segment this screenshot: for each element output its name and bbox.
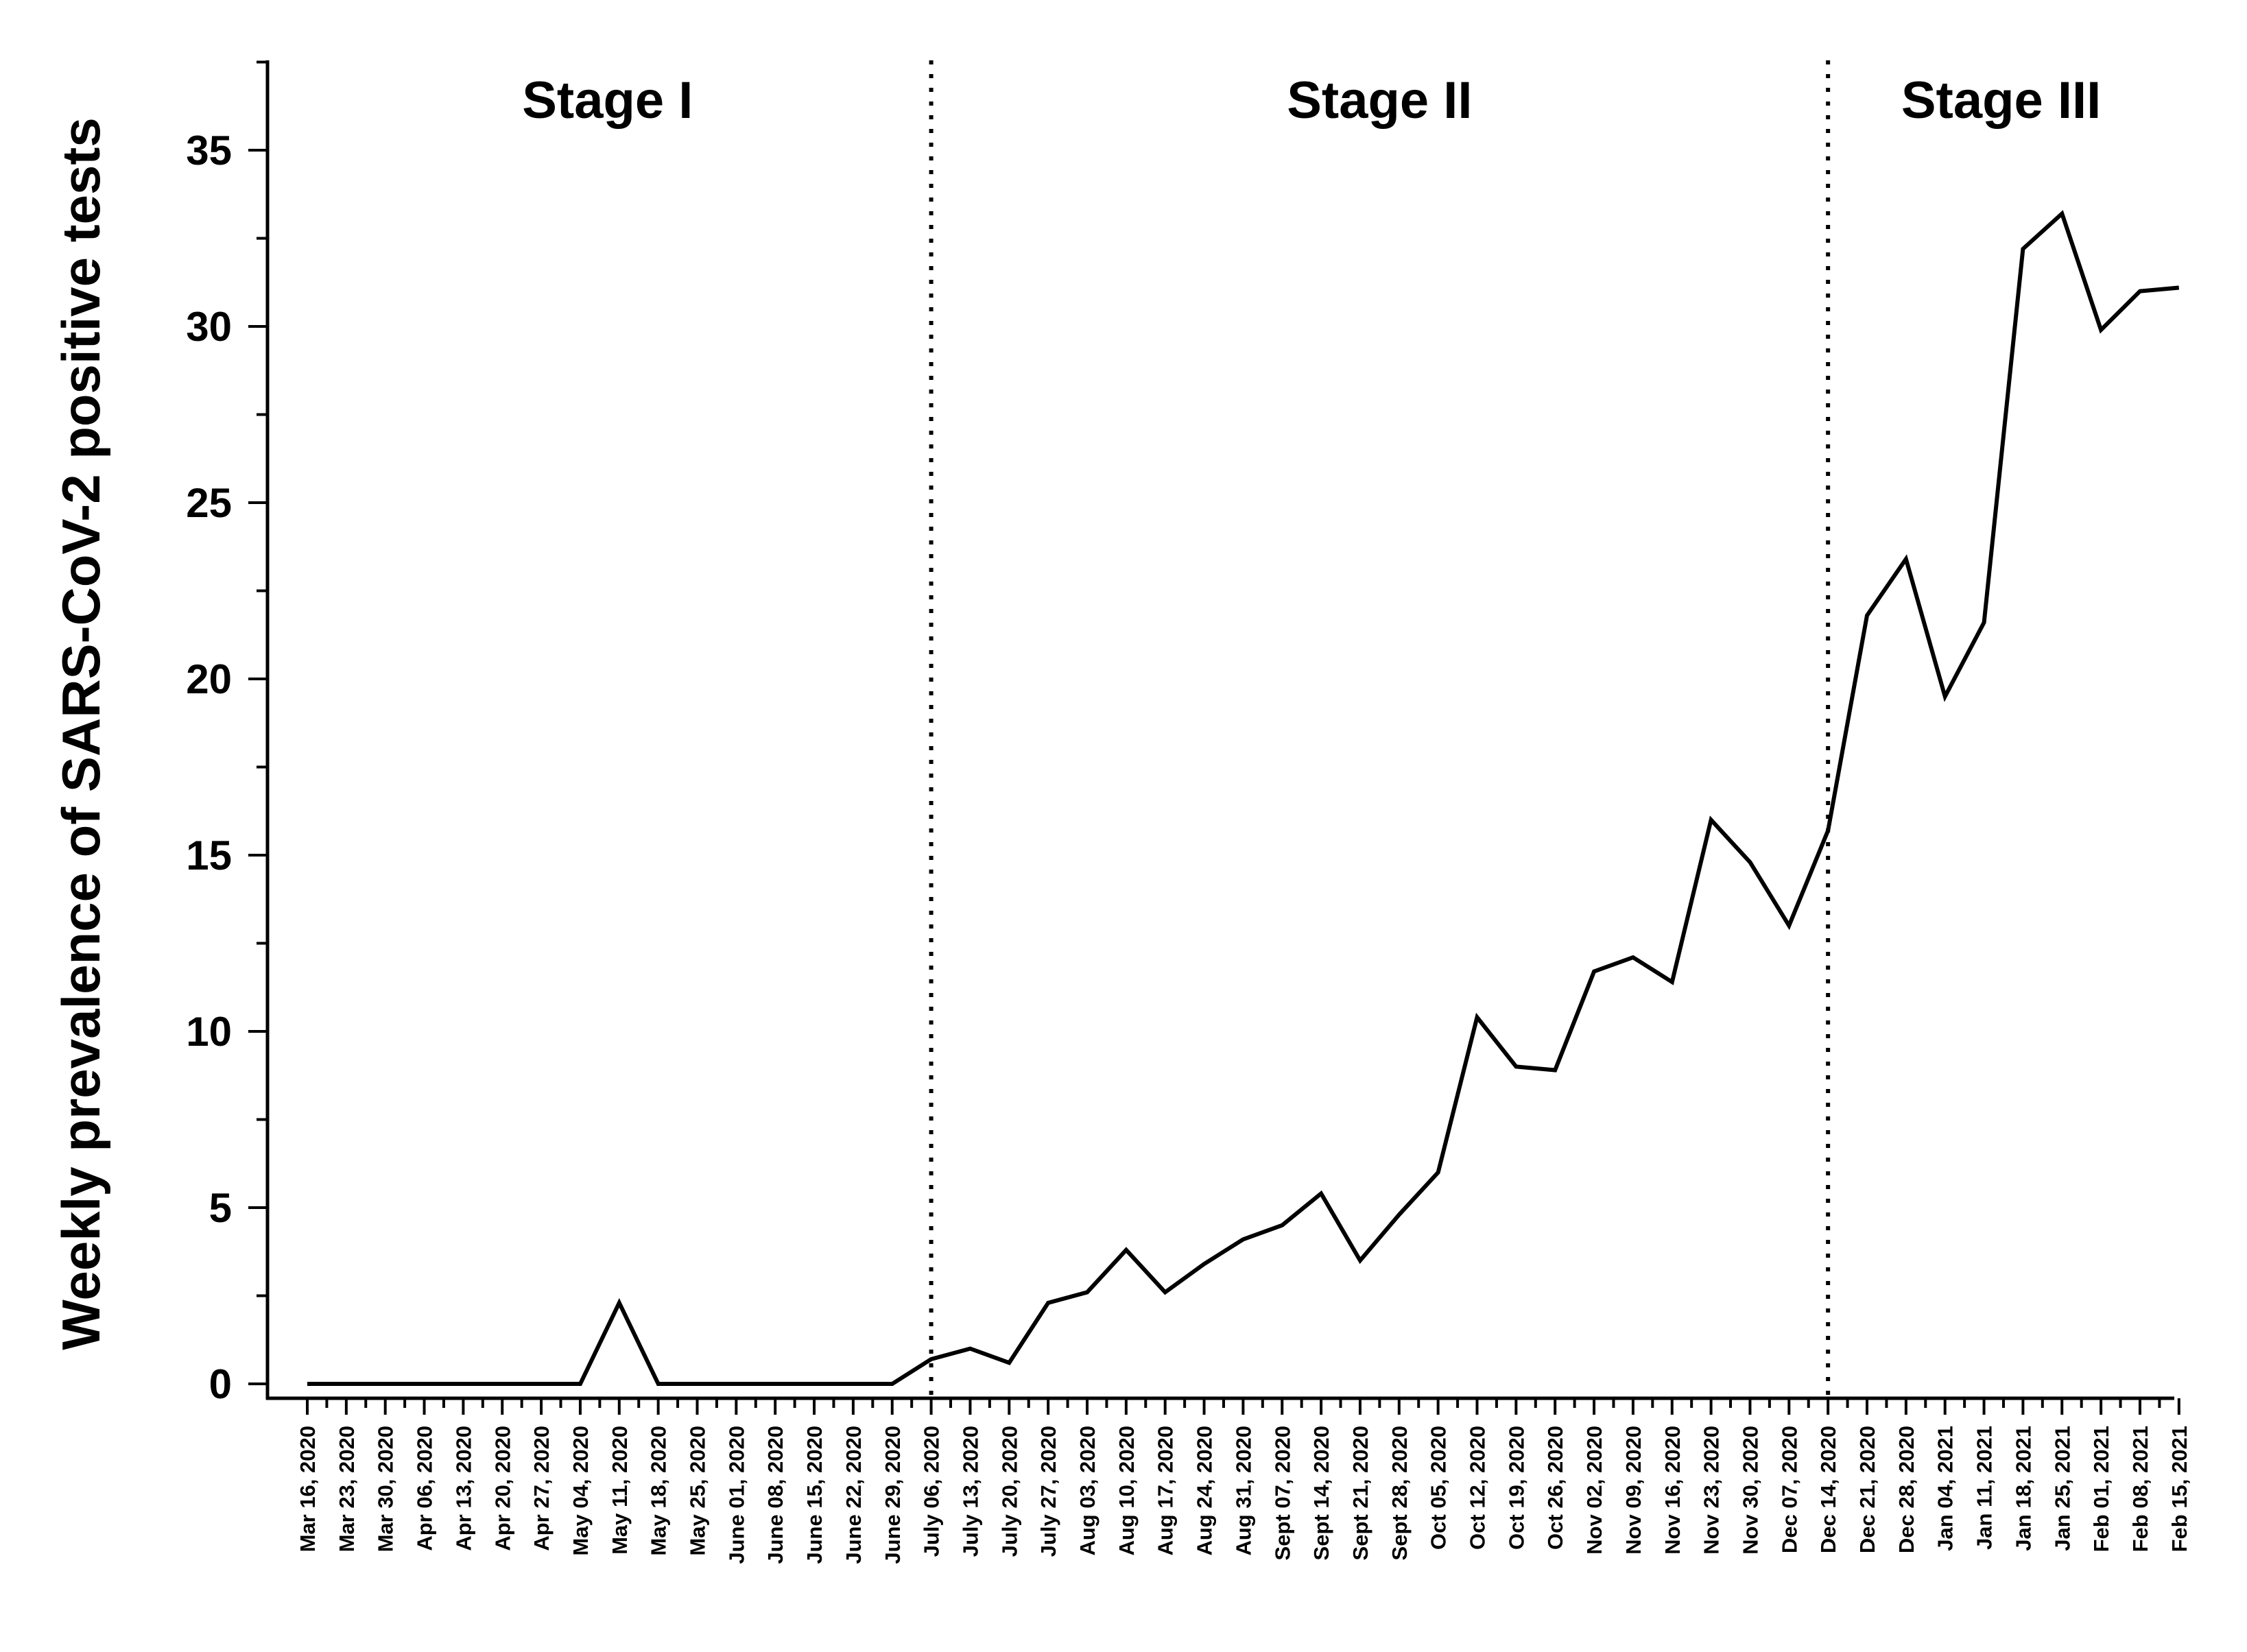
y-tick-label: 20 (186, 656, 232, 702)
y-tick-labels: 0 5 10 15 20 25 30 35 (186, 128, 232, 1407)
x-tick-label: Oct 05, 2020 (1427, 1426, 1451, 1550)
x-tick-label: Aug 24, 2020 (1193, 1426, 1217, 1556)
x-tick-label: Sept 21, 2020 (1348, 1426, 1372, 1560)
x-tick-label: June 29, 2020 (881, 1426, 905, 1564)
x-tick-label: Apr 27, 2020 (530, 1426, 554, 1551)
y-axis-label: Weekly prevalence of SARS-CoV-2 positive… (51, 117, 111, 1350)
x-tick-label: Jan 25, 2021 (2050, 1426, 2074, 1551)
stage-label: Stage II (1287, 71, 1472, 130)
stage-label: Stage I (522, 71, 693, 130)
x-tick-label: Oct 12, 2020 (1466, 1426, 1490, 1550)
x-tick-labels: Mar 16, 2020 Mar 23, 2020 Mar 30, 2020 Apr … (296, 1426, 2191, 1564)
x-tick-label: Feb 01, 2021 (2089, 1426, 2113, 1552)
x-tick-label: June 15, 2020 (802, 1426, 827, 1564)
x-tick-label: June 01, 2020 (724, 1426, 748, 1564)
x-tick-label: Apr 13, 2020 (451, 1426, 475, 1551)
x-tick-label: Nov 30, 2020 (1738, 1426, 1762, 1555)
x-tick-label: May 25, 2020 (686, 1426, 710, 1556)
y-tick-label: 30 (186, 304, 232, 350)
stage-label: Stage III (1901, 71, 2101, 130)
x-tick-label: July 13, 2020 (958, 1426, 982, 1557)
x-tick-label: Apr 06, 2020 (413, 1426, 437, 1551)
x-tick-label: May 11, 2020 (608, 1426, 632, 1555)
y-tick-label: 35 (186, 128, 232, 173)
y-tick-label: 0 (209, 1361, 232, 1407)
x-tick-label: Aug 17, 2020 (1154, 1426, 1178, 1556)
x-tick-label: Mar 16, 2020 (296, 1426, 320, 1552)
y-tick-label: 5 (209, 1185, 232, 1231)
x-tick-label: Feb 15, 2021 (2167, 1426, 2191, 1552)
y-tick-label: 10 (186, 1009, 232, 1055)
x-tick-label: Nov 02, 2020 (1582, 1426, 1606, 1555)
series (307, 210, 2180, 1386)
x-tick-label: Mar 30, 2020 (374, 1426, 398, 1552)
x-tick-label: July 06, 2020 (920, 1426, 944, 1557)
x-tick-label: July 27, 2020 (1036, 1426, 1060, 1557)
x-tick-label: Feb 08, 2021 (2128, 1426, 2152, 1552)
x-tick-label: Nov 16, 2020 (1661, 1426, 1685, 1555)
x-tick-label: July 20, 2020 (997, 1426, 1021, 1557)
x-tick-label: Dec 07, 2020 (1777, 1426, 1801, 1553)
stage-labels: Stage I Stage II Stage III (522, 71, 2101, 130)
stage-dividers (929, 60, 1831, 1398)
y-tick-label: 25 (186, 480, 232, 526)
x-tick-label: Dec 21, 2020 (1855, 1426, 1879, 1553)
x-tick-label: Jan 11, 2021 (1973, 1426, 1997, 1550)
x-tick-label: June 08, 2020 (763, 1426, 787, 1564)
x-tick-label: May 18, 2020 (647, 1426, 671, 1556)
x-tick-label: May 04, 2020 (569, 1426, 593, 1556)
axes (248, 60, 2180, 1415)
x-tick-label: Jan 04, 2021 (1934, 1426, 1958, 1551)
x-tick-label: Mar 23, 2020 (335, 1426, 359, 1552)
y-tick-label: 15 (186, 833, 232, 878)
x-tick-label: Apr 20, 2020 (490, 1426, 514, 1551)
x-tick-label: Aug 10, 2020 (1115, 1426, 1139, 1556)
x-tick-label: Aug 03, 2020 (1075, 1426, 1099, 1556)
x-tick-label: Oct 19, 2020 (1504, 1426, 1528, 1550)
x-tick-label: Jan 18, 2021 (2011, 1426, 2035, 1551)
x-tick-label: Dec 28, 2020 (1894, 1426, 1918, 1553)
x-tick-label: Sept 07, 2020 (1270, 1426, 1294, 1560)
x-tick-label: Aug 31, 2020 (1231, 1426, 1255, 1556)
x-tick-label: Oct 26, 2020 (1543, 1426, 1567, 1550)
series-line (307, 210, 2180, 1386)
x-tick-label: Sept 14, 2020 (1309, 1426, 1333, 1560)
x-tick-label: Sept 28, 2020 (1388, 1426, 1412, 1560)
x-tick-label: Nov 23, 2020 (1700, 1426, 1724, 1555)
x-tick-label: Nov 09, 2020 (1621, 1426, 1645, 1555)
x-tick-label: Dec 14, 2020 (1816, 1426, 1840, 1553)
x-tick-label: June 22, 2020 (842, 1426, 866, 1564)
